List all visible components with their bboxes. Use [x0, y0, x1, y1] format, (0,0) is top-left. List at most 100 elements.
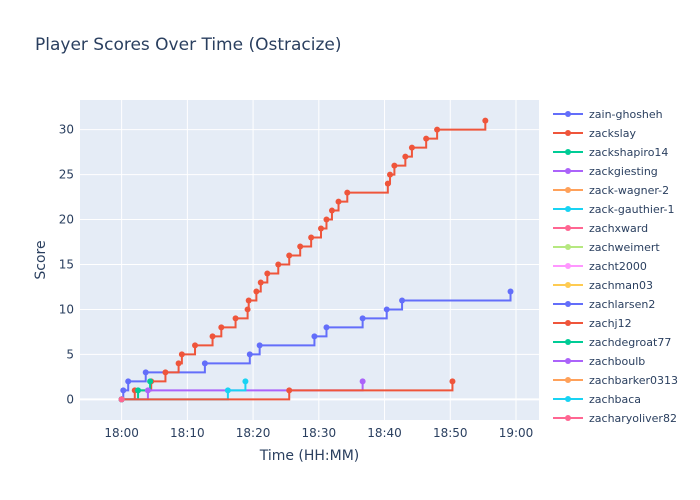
legend-label: zachboulb	[589, 355, 645, 368]
data-point[interactable]	[297, 243, 304, 250]
data-point[interactable]	[244, 306, 251, 313]
data-point[interactable]	[245, 297, 252, 304]
data-point[interactable]	[318, 225, 325, 232]
legend-label: zachxward	[589, 222, 648, 235]
data-point[interactable]	[201, 360, 208, 367]
data-point[interactable]	[264, 270, 271, 277]
legend-item-zain-ghosheh[interactable]: zain-ghosheh	[553, 108, 663, 121]
data-point[interactable]	[275, 261, 282, 268]
data-point[interactable]	[383, 306, 390, 313]
data-point[interactable]	[118, 396, 125, 403]
legend[interactable]: zain-ghosheh zackslay zackshapiro14 zackgie…	[553, 108, 678, 425]
data-point[interactable]	[408, 144, 415, 151]
legend-item-zacht2000[interactable]: zacht2000	[553, 260, 647, 273]
data-point[interactable]	[224, 387, 231, 394]
data-point[interactable]	[359, 315, 366, 322]
data-point[interactable]	[323, 216, 330, 223]
legend-item-zachbarker0313[interactable]: zachbarker0313	[553, 374, 678, 387]
data-point[interactable]	[135, 387, 142, 394]
data-point[interactable]	[384, 180, 391, 187]
data-point[interactable]	[242, 378, 249, 385]
data-point[interactable]	[482, 117, 489, 124]
data-point[interactable]	[359, 378, 366, 385]
legend-item-zachbaca[interactable]: zachbaca	[553, 393, 641, 406]
x-axis-ticks: 18:00 18:10 18:20 18:30 18:40 18:50 19:00	[104, 426, 533, 440]
legend-item-zackgiesting[interactable]: zackgiesting	[553, 165, 658, 178]
data-point[interactable]	[507, 288, 514, 295]
legend-marker	[565, 415, 571, 421]
legend-item-zachman03[interactable]: zachman03	[553, 279, 653, 292]
data-point[interactable]	[344, 189, 351, 196]
legend-marker	[565, 111, 571, 117]
data-point[interactable]	[256, 342, 263, 349]
data-point[interactable]	[125, 378, 132, 385]
x-tick-label: 18:00	[104, 426, 139, 440]
data-point[interactable]	[323, 324, 330, 331]
data-point[interactable]	[175, 360, 182, 367]
x-tick-label: 19:00	[499, 426, 534, 440]
legend-item-zackshapiro14[interactable]: zackshapiro14	[553, 146, 668, 159]
legend-item-zachweimert[interactable]: zachweimert	[553, 241, 660, 254]
y-tick-label: 20	[59, 213, 74, 227]
data-point[interactable]	[246, 351, 253, 358]
legend-item-zachlarsen2[interactable]: zachlarsen2	[553, 298, 655, 311]
data-point[interactable]	[209, 333, 216, 340]
data-point[interactable]	[253, 288, 260, 295]
legend-marker	[565, 149, 571, 155]
legend-item-zackslay[interactable]: zackslay	[553, 127, 636, 140]
legend-marker	[565, 244, 571, 250]
data-point[interactable]	[257, 279, 264, 286]
data-point[interactable]	[142, 369, 149, 376]
data-point[interactable]	[335, 198, 342, 205]
data-point[interactable]	[423, 135, 430, 142]
legend-marker	[565, 187, 571, 193]
data-point[interactable]	[286, 252, 293, 259]
legend-item-zacharyoliver82[interactable]: zacharyoliver82	[553, 412, 677, 425]
data-point[interactable]	[308, 234, 315, 241]
legend-marker	[565, 339, 571, 345]
legend-marker	[565, 282, 571, 288]
data-point[interactable]	[286, 387, 293, 394]
data-point[interactable]	[192, 342, 199, 349]
x-tick-label: 18:30	[302, 426, 337, 440]
legend-item-zack-wagner-2[interactable]: zack-wagner-2	[553, 184, 669, 197]
legend-item-zachdegroat77[interactable]: zachdegroat77	[553, 336, 671, 349]
data-point[interactable]	[232, 315, 239, 322]
data-point[interactable]	[311, 333, 318, 340]
data-point[interactable]	[147, 378, 154, 385]
data-point[interactable]	[449, 378, 456, 385]
legend-label: zachdegroat77	[589, 336, 671, 349]
data-point[interactable]	[399, 297, 406, 304]
data-point[interactable]	[387, 171, 394, 178]
x-tick-label: 18:10	[170, 426, 205, 440]
legend-label: zackslay	[589, 127, 636, 140]
data-point[interactable]	[178, 351, 185, 358]
data-point[interactable]	[328, 207, 335, 214]
series-zain-ghosheh	[118, 288, 514, 403]
legend-item-zachj12[interactable]: zachj12	[553, 317, 632, 330]
legend-item-zachxward[interactable]: zachxward	[553, 222, 648, 235]
series-zacharyoliver82	[118, 396, 125, 403]
data-point[interactable]	[434, 126, 441, 133]
plot-series	[118, 117, 514, 403]
y-tick-label: 0	[66, 392, 74, 406]
legend-label: zachman03	[589, 279, 653, 292]
data-point[interactable]	[402, 153, 409, 160]
data-point[interactable]	[391, 162, 398, 169]
y-tick-label: 30	[59, 123, 74, 137]
data-point[interactable]	[120, 387, 127, 394]
x-tick-label: 18:20	[236, 426, 271, 440]
legend-label: zack-wagner-2	[589, 184, 669, 197]
legend-item-zachboulb[interactable]: zachboulb	[553, 355, 645, 368]
legend-marker	[565, 320, 571, 326]
legend-label: zachweimert	[589, 241, 660, 254]
data-point[interactable]	[218, 324, 225, 331]
legend-label: zackshapiro14	[589, 146, 668, 159]
y-axis-title: Score	[33, 240, 49, 279]
data-point[interactable]	[144, 387, 151, 394]
legend-label: zachbaca	[589, 393, 641, 406]
data-point[interactable]	[162, 369, 169, 376]
legend-label: zain-ghosheh	[589, 108, 663, 121]
legend-item-zack-gauthier-1[interactable]: zack-gauthier-1	[553, 203, 675, 216]
